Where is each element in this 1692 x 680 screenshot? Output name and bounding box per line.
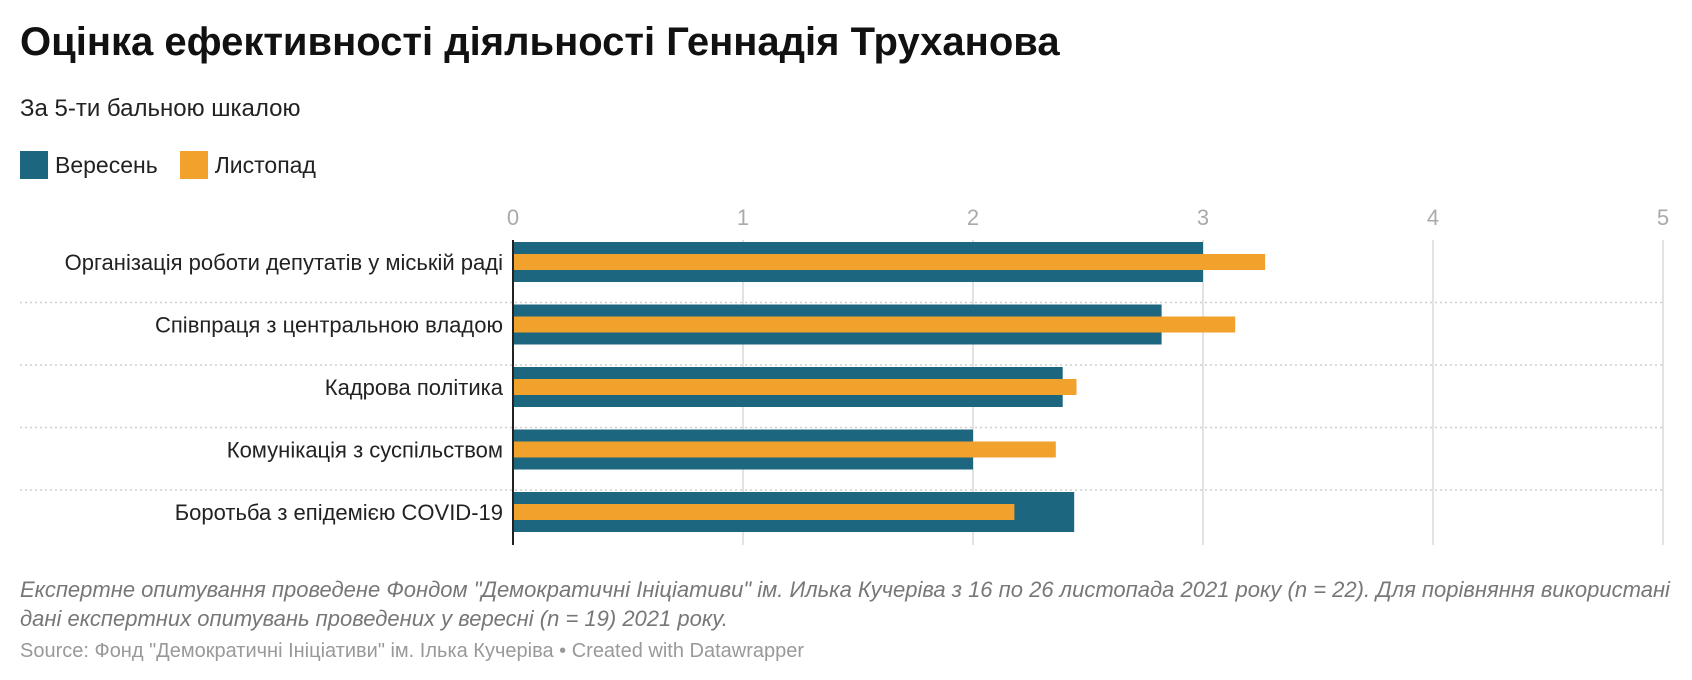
- chart-subtitle: За 5-ти бальною шкалою: [20, 95, 301, 122]
- x-tick-label: 5: [1657, 205, 1669, 230]
- legend-label-september: Вересень: [55, 151, 158, 178]
- category-label: Боротьба з епідемією COVID-19: [175, 500, 503, 525]
- legend-label-november: Листопад: [214, 151, 316, 178]
- bar-chart: 0 1 2 3 4 5 Організація роботи депутатів у міс…: [20, 205, 1669, 545]
- bar-november: [513, 254, 1266, 270]
- legend: Вересень Листопад: [20, 150, 338, 180]
- bar-november: [513, 504, 1015, 520]
- category-label: Кадрова політика: [325, 375, 504, 400]
- category-label: Співпраця з центральною владою: [155, 313, 503, 338]
- legend-swatch-september: [20, 151, 48, 179]
- x-tick-label: 0: [507, 205, 519, 230]
- x-tick-label: 3: [1197, 205, 1209, 230]
- legend-item-november: Листопад: [179, 151, 316, 179]
- legend-swatch-november: [179, 151, 208, 179]
- source-credit: Source: Фонд "Демократичні Ініціативи" і…: [20, 640, 805, 662]
- x-tick-label: 1: [737, 205, 749, 230]
- bar-november: [513, 441, 1056, 458]
- category-label: Організація роботи депутатів у міській р…: [65, 250, 503, 275]
- x-tick-label: 2: [967, 205, 979, 230]
- bar-november: [513, 379, 1077, 395]
- chart-title: Оцінка ефективності діяльності Геннадія …: [20, 20, 1060, 64]
- x-tick-label: 4: [1427, 205, 1439, 230]
- methodology-note: Експертне опитування проведене Фондом "Д…: [20, 577, 1670, 631]
- bar-november: [513, 316, 1236, 333]
- category-label: Комунікація з суспільством: [227, 438, 503, 463]
- legend-item-september: Вересень: [20, 151, 158, 179]
